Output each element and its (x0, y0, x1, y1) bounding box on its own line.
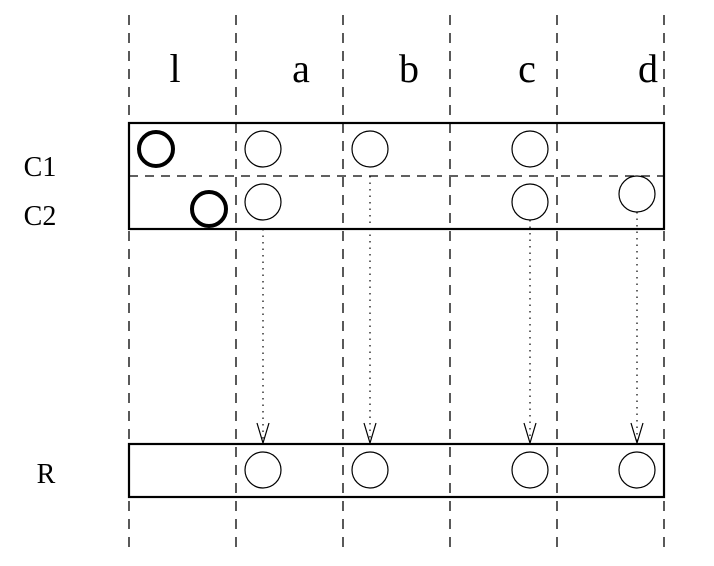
cell-c1-a (244, 130, 282, 168)
column-label-a: a (292, 46, 310, 91)
cell-c1-b (351, 130, 389, 168)
row-c2-cells (190, 175, 656, 228)
arrow-b-head (363, 422, 377, 446)
cell-c2-c (511, 183, 549, 221)
arrow-c (523, 220, 537, 446)
arrow-c-head (523, 422, 537, 446)
column-label-l: l (169, 46, 180, 91)
column-label-b: b (399, 46, 419, 91)
cell-r-c (511, 451, 549, 489)
column-guides (128, 15, 665, 552)
arrow-a-head (256, 422, 270, 446)
cell-r-a (244, 451, 282, 489)
key-cell-c2-l (190, 190, 228, 228)
row-label-r: R (37, 459, 56, 490)
column-label-d: d (638, 46, 658, 91)
column-labels: l a b c d (169, 46, 658, 91)
arrow-b (363, 176, 377, 446)
arrow-a (256, 229, 270, 446)
input-relations-box (127, 121, 666, 231)
cell-c2-a (244, 183, 282, 221)
row-labels: C1 C2 R (24, 152, 57, 490)
cell-r-d (618, 451, 656, 489)
row-label-c2: C2 (24, 201, 57, 232)
key-cell-c1-l (137, 130, 175, 168)
cell-c1-c (511, 130, 549, 168)
row-label-c1: C1 (24, 152, 57, 183)
cell-r-b (351, 451, 389, 489)
result-box-outline (127, 442, 666, 499)
cell-c2-d (618, 175, 656, 213)
column-label-c: c (518, 46, 536, 91)
result-relation-box (127, 442, 666, 499)
row-c1-cells (137, 130, 549, 168)
arrow-d (630, 212, 644, 446)
